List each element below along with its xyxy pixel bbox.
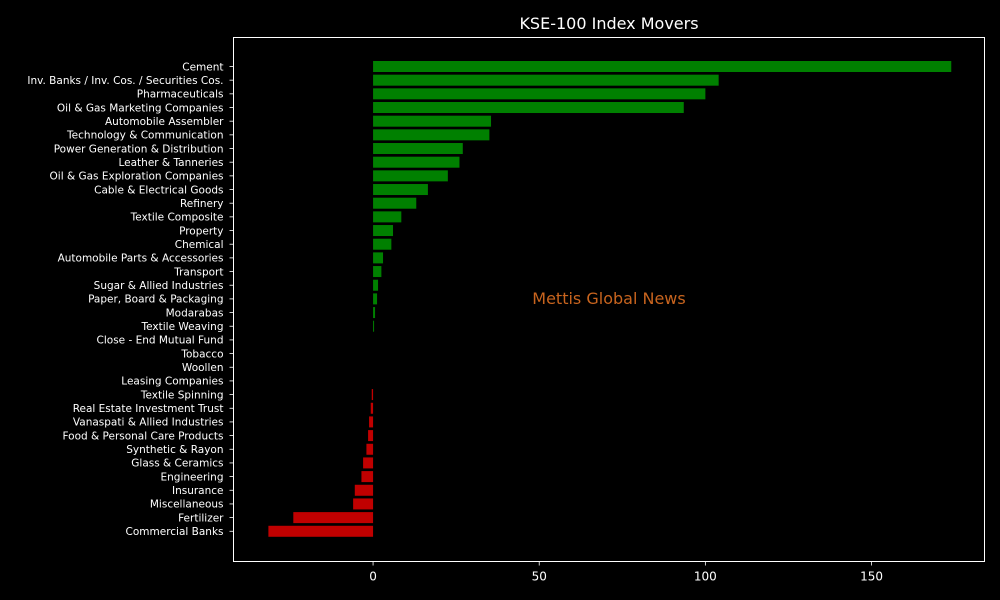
bar (370, 402, 374, 414)
bar (373, 88, 706, 100)
bar (373, 293, 378, 305)
bar (268, 525, 374, 537)
bar (373, 279, 379, 291)
category-label: Transport (173, 266, 223, 278)
category-label: Cable & Electrical Goods (94, 184, 223, 196)
category-label: Sugar & Allied Industries (94, 280, 224, 292)
bar (373, 225, 394, 237)
bar (373, 197, 417, 209)
bar (368, 430, 374, 442)
category-label: Oil & Gas Marketing Companies (57, 102, 224, 114)
category-label: Synthetic & Rayon (126, 444, 223, 456)
category-label: Vanaspati & Allied Industries (73, 417, 224, 429)
x-tick-label: 150 (860, 570, 883, 584)
bar (366, 443, 374, 455)
category-label: Paper, Board & Packaging (88, 294, 223, 306)
category-label: Modarabas (166, 307, 224, 319)
bar (373, 211, 402, 223)
category-label: Technology & Communication (66, 130, 223, 142)
category-label: Insurance (172, 485, 224, 497)
category-label: Refinery (180, 198, 224, 210)
category-label: Property (179, 225, 223, 237)
bar (373, 307, 376, 319)
plot-frame (233, 37, 985, 562)
category-label: Woollen (182, 362, 224, 374)
chart-title: KSE-100 Index Movers (519, 14, 698, 33)
category-label: Textile Spinning (140, 389, 224, 401)
bar (361, 471, 374, 483)
x-tick-label: 50 (532, 570, 547, 584)
category-label: Leasing Companies (121, 376, 223, 388)
category-label: Pharmaceuticals (137, 89, 224, 101)
category-label: Oil & Gas Exploration Companies (50, 171, 224, 183)
category-label: Commercial Banks (126, 526, 224, 538)
bar (373, 129, 490, 141)
bar (373, 184, 428, 196)
bars (268, 61, 952, 537)
category-label: Close - End Mutual Fund (97, 335, 224, 347)
bar (373, 238, 392, 250)
x-axis-ticks: 0 50 100 150 (369, 561, 883, 584)
bar (373, 320, 375, 332)
bar (293, 512, 374, 524)
bar (369, 416, 374, 428)
category-label: Fertilizer (178, 512, 224, 524)
bar (373, 102, 684, 114)
bar (373, 156, 460, 168)
category-label: Tobacco (180, 348, 223, 360)
category-label: Automobile Parts & Accessories (58, 253, 224, 265)
category-label: Cement (182, 61, 223, 73)
bar (373, 74, 719, 86)
category-label: Glass & Ceramics (131, 458, 223, 470)
bar (354, 484, 374, 496)
category-label: Miscellaneous (150, 499, 224, 511)
bar (373, 115, 492, 127)
watermark: Mettis Global News (532, 289, 685, 308)
x-tick-label: 0 (369, 570, 377, 584)
bar (373, 143, 463, 155)
category-label: Power Generation & Distribution (54, 143, 224, 155)
bar (373, 266, 382, 278)
bar (373, 170, 448, 182)
category-label: Inv. Banks / Inv. Cos. / Securities Cos. (27, 75, 223, 87)
category-label: Leather & Tanneries (118, 157, 223, 169)
bar (373, 61, 952, 72)
category-label: Textile Weaving (141, 321, 224, 333)
category-label: Engineering (161, 471, 224, 483)
bar (353, 498, 374, 510)
category-label: Food & Personal Care Products (62, 430, 223, 442)
bar (373, 252, 384, 264)
x-tick-label: 100 (694, 570, 717, 584)
category-label: Chemical (175, 239, 224, 251)
category-label: Real Estate Investment Trust (73, 403, 224, 415)
category-label: Textile Composite (130, 212, 224, 224)
bar (363, 457, 374, 469)
category-labels: Cement Inv. Banks / Inv. Cos. / Securitie… (27, 61, 234, 538)
category-label: Automobile Assembler (105, 116, 224, 128)
bar (371, 389, 374, 401)
